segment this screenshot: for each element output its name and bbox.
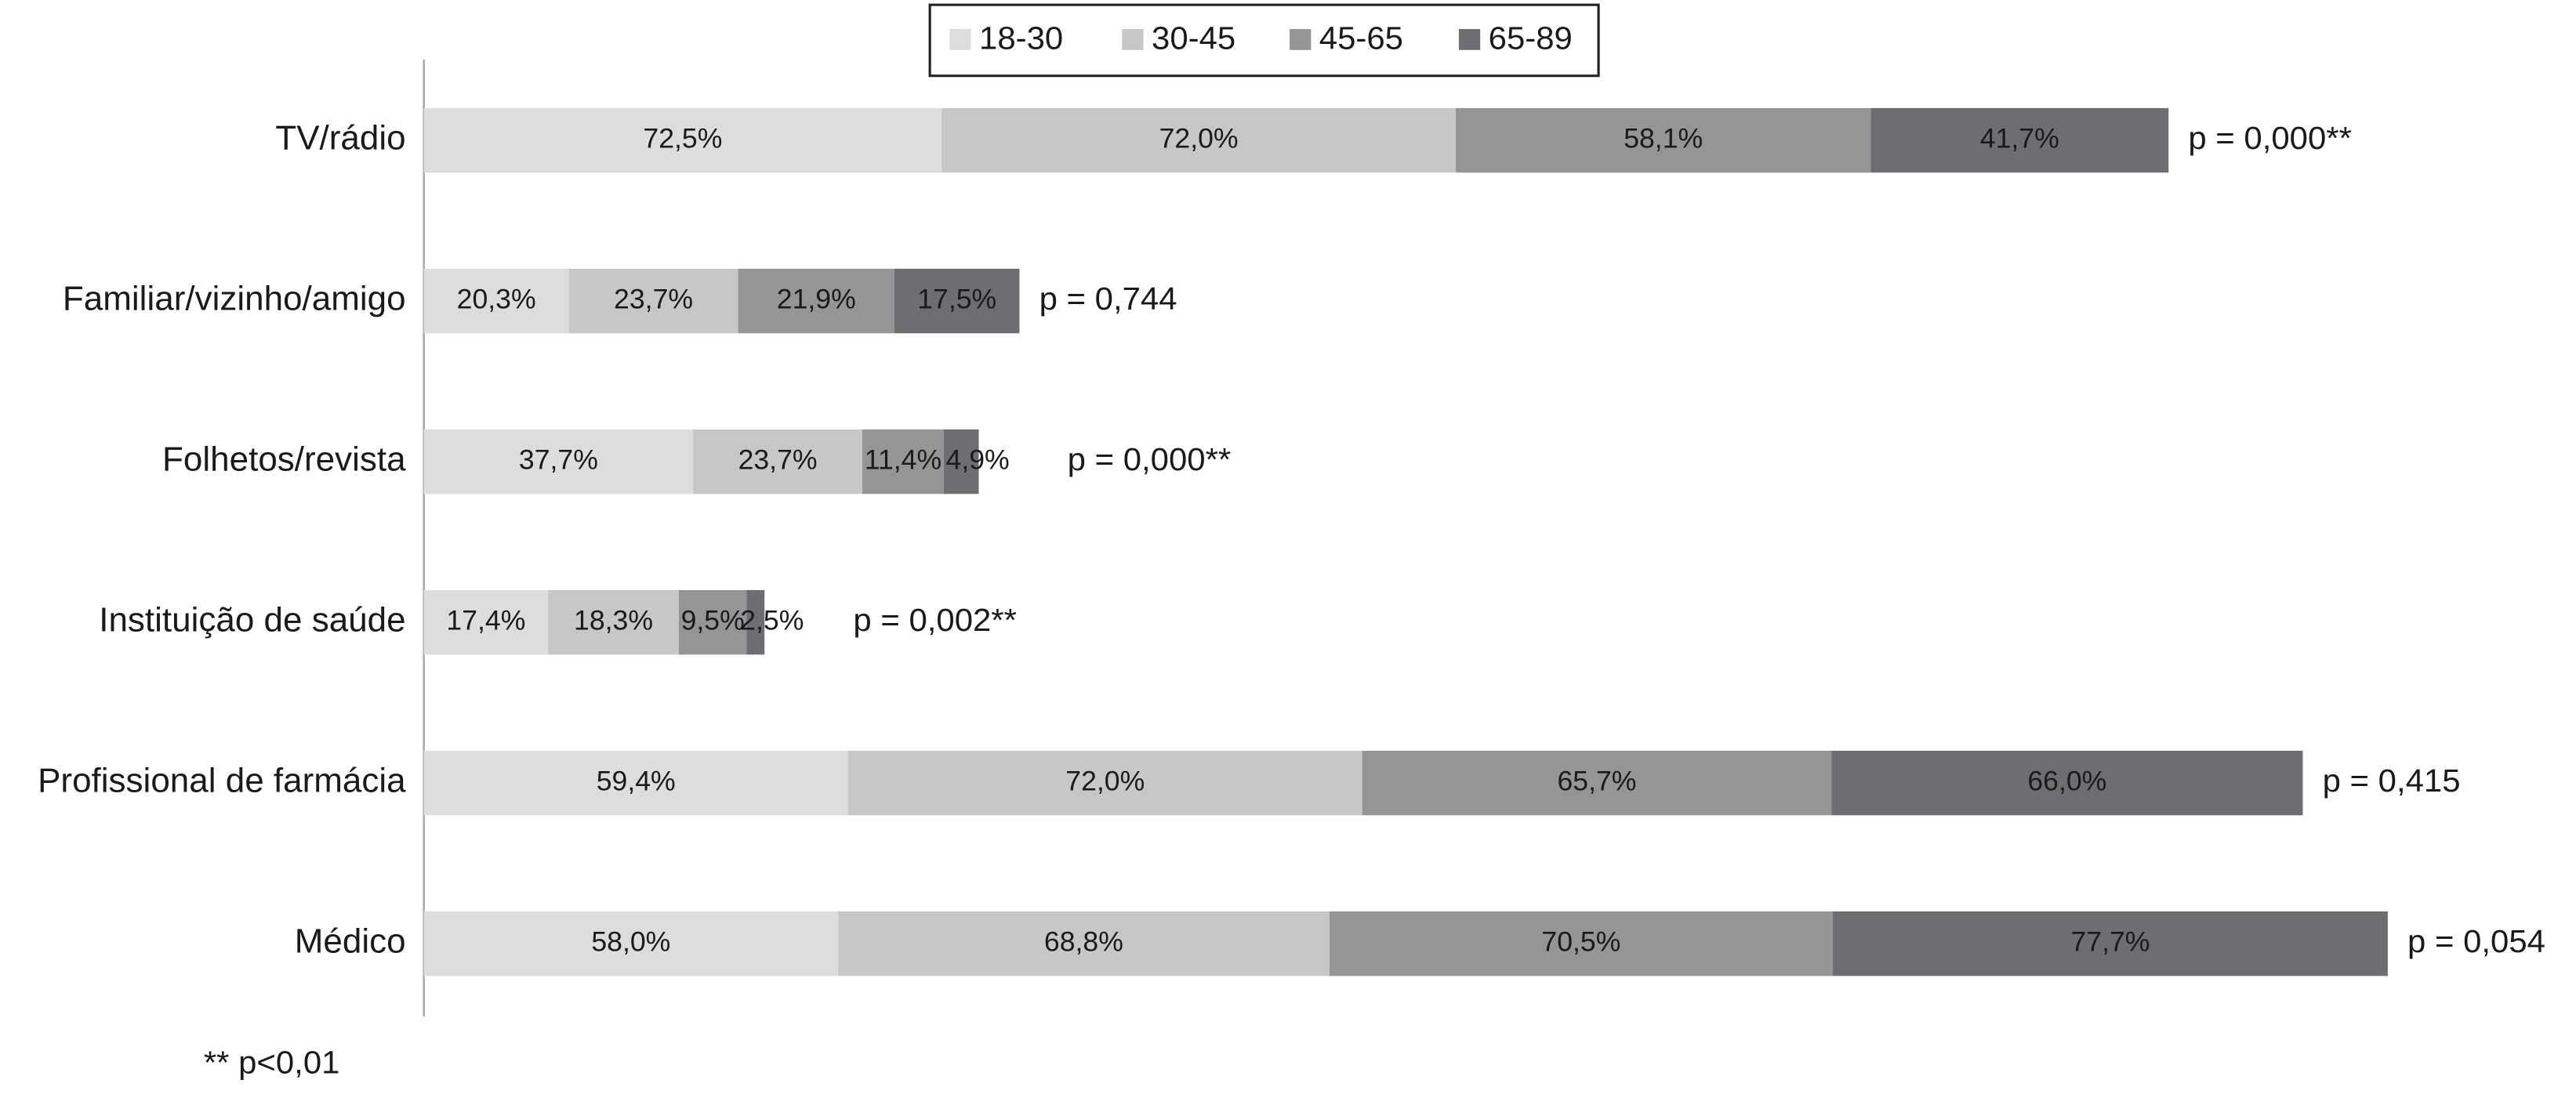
value-label: 2,5% — [740, 606, 804, 636]
category-label: Instituição de saúde — [99, 602, 405, 639]
value-label: 59,4% — [597, 766, 676, 797]
value-label: 68,8% — [1044, 927, 1123, 958]
value-label: 17,4% — [446, 606, 525, 636]
bar-segment — [568, 268, 738, 334]
category-label: Médico — [295, 923, 406, 961]
value-label: 23,7% — [614, 284, 693, 315]
legend-swatch — [1290, 29, 1312, 50]
value-label: 66,0% — [2027, 766, 2106, 797]
bar-segment — [423, 268, 569, 334]
value-label: 72,5% — [643, 124, 722, 154]
bar-segment — [423, 589, 549, 655]
bar-segment — [746, 589, 765, 655]
p-value: p = 0,744 — [1039, 280, 1177, 317]
value-label: 18,3% — [574, 606, 653, 636]
bar-segment — [1831, 750, 2303, 816]
bar-segment — [1329, 911, 1834, 976]
legend-label: 65-89 — [1489, 20, 1573, 56]
category-label: Folhetos/revista — [162, 441, 406, 479]
legend-swatch — [1458, 29, 1481, 50]
bar-segment — [423, 429, 694, 495]
p-value: p = 0,000** — [1068, 440, 1232, 477]
legend-label: 18-30 — [979, 20, 1063, 56]
bar-segment — [423, 107, 942, 173]
bar-segment — [423, 750, 848, 816]
bar-segment — [738, 268, 895, 334]
bar-segment — [423, 911, 839, 976]
legend-label: 45-65 — [1319, 20, 1403, 56]
value-label: 9,5% — [681, 606, 745, 636]
bar-segment — [1456, 107, 1871, 173]
value-label: 17,5% — [917, 284, 996, 315]
value-label: 70,5% — [1541, 927, 1620, 958]
legend-swatch — [949, 29, 971, 50]
value-label: 21,9% — [777, 284, 856, 315]
value-label: 77,7% — [2070, 927, 2150, 958]
p-value: p = 0,002** — [853, 601, 1017, 638]
p-value: p = 0,415 — [2323, 762, 2461, 799]
value-label: 58,0% — [591, 927, 670, 958]
footnote: ** p<0,01 — [204, 1044, 340, 1081]
bar-segment — [862, 429, 944, 495]
bar-segment — [678, 589, 747, 655]
p-value: p = 0,000** — [2188, 119, 2352, 156]
value-label: 41,7% — [1980, 124, 2059, 154]
bar-segment — [943, 429, 979, 495]
bar-segment — [942, 107, 1457, 173]
bar-segment — [1870, 107, 2169, 173]
value-label: 72,0% — [1065, 766, 1145, 797]
value-label: 23,7% — [738, 445, 818, 476]
category-label: TV/rádio — [275, 120, 405, 158]
p-value: p = 0,054 — [2407, 922, 2545, 959]
category-label: Profissional de farmácia — [38, 763, 406, 800]
bar-segment — [1833, 911, 2388, 976]
bar-segment — [693, 429, 863, 495]
legend-box — [928, 3, 1600, 78]
bar-segment — [847, 750, 1362, 816]
value-label: 4,9% — [946, 445, 1010, 476]
category-label: Familiar/vizinho/amigo — [63, 281, 406, 318]
bar-segment — [838, 911, 1330, 976]
value-label: 58,1% — [1624, 124, 1703, 154]
legend-label: 30-45 — [1152, 20, 1235, 56]
legend-swatch — [1122, 29, 1144, 50]
value-label: 37,7% — [519, 445, 598, 476]
bar-segment — [894, 268, 1020, 334]
value-label: 72,0% — [1159, 124, 1239, 154]
bar-segment — [548, 589, 679, 655]
value-label: 20,3% — [457, 284, 536, 315]
bar-segment — [1362, 750, 1832, 816]
value-label: 11,4% — [865, 445, 942, 476]
value-label: 65,7% — [1557, 766, 1636, 797]
